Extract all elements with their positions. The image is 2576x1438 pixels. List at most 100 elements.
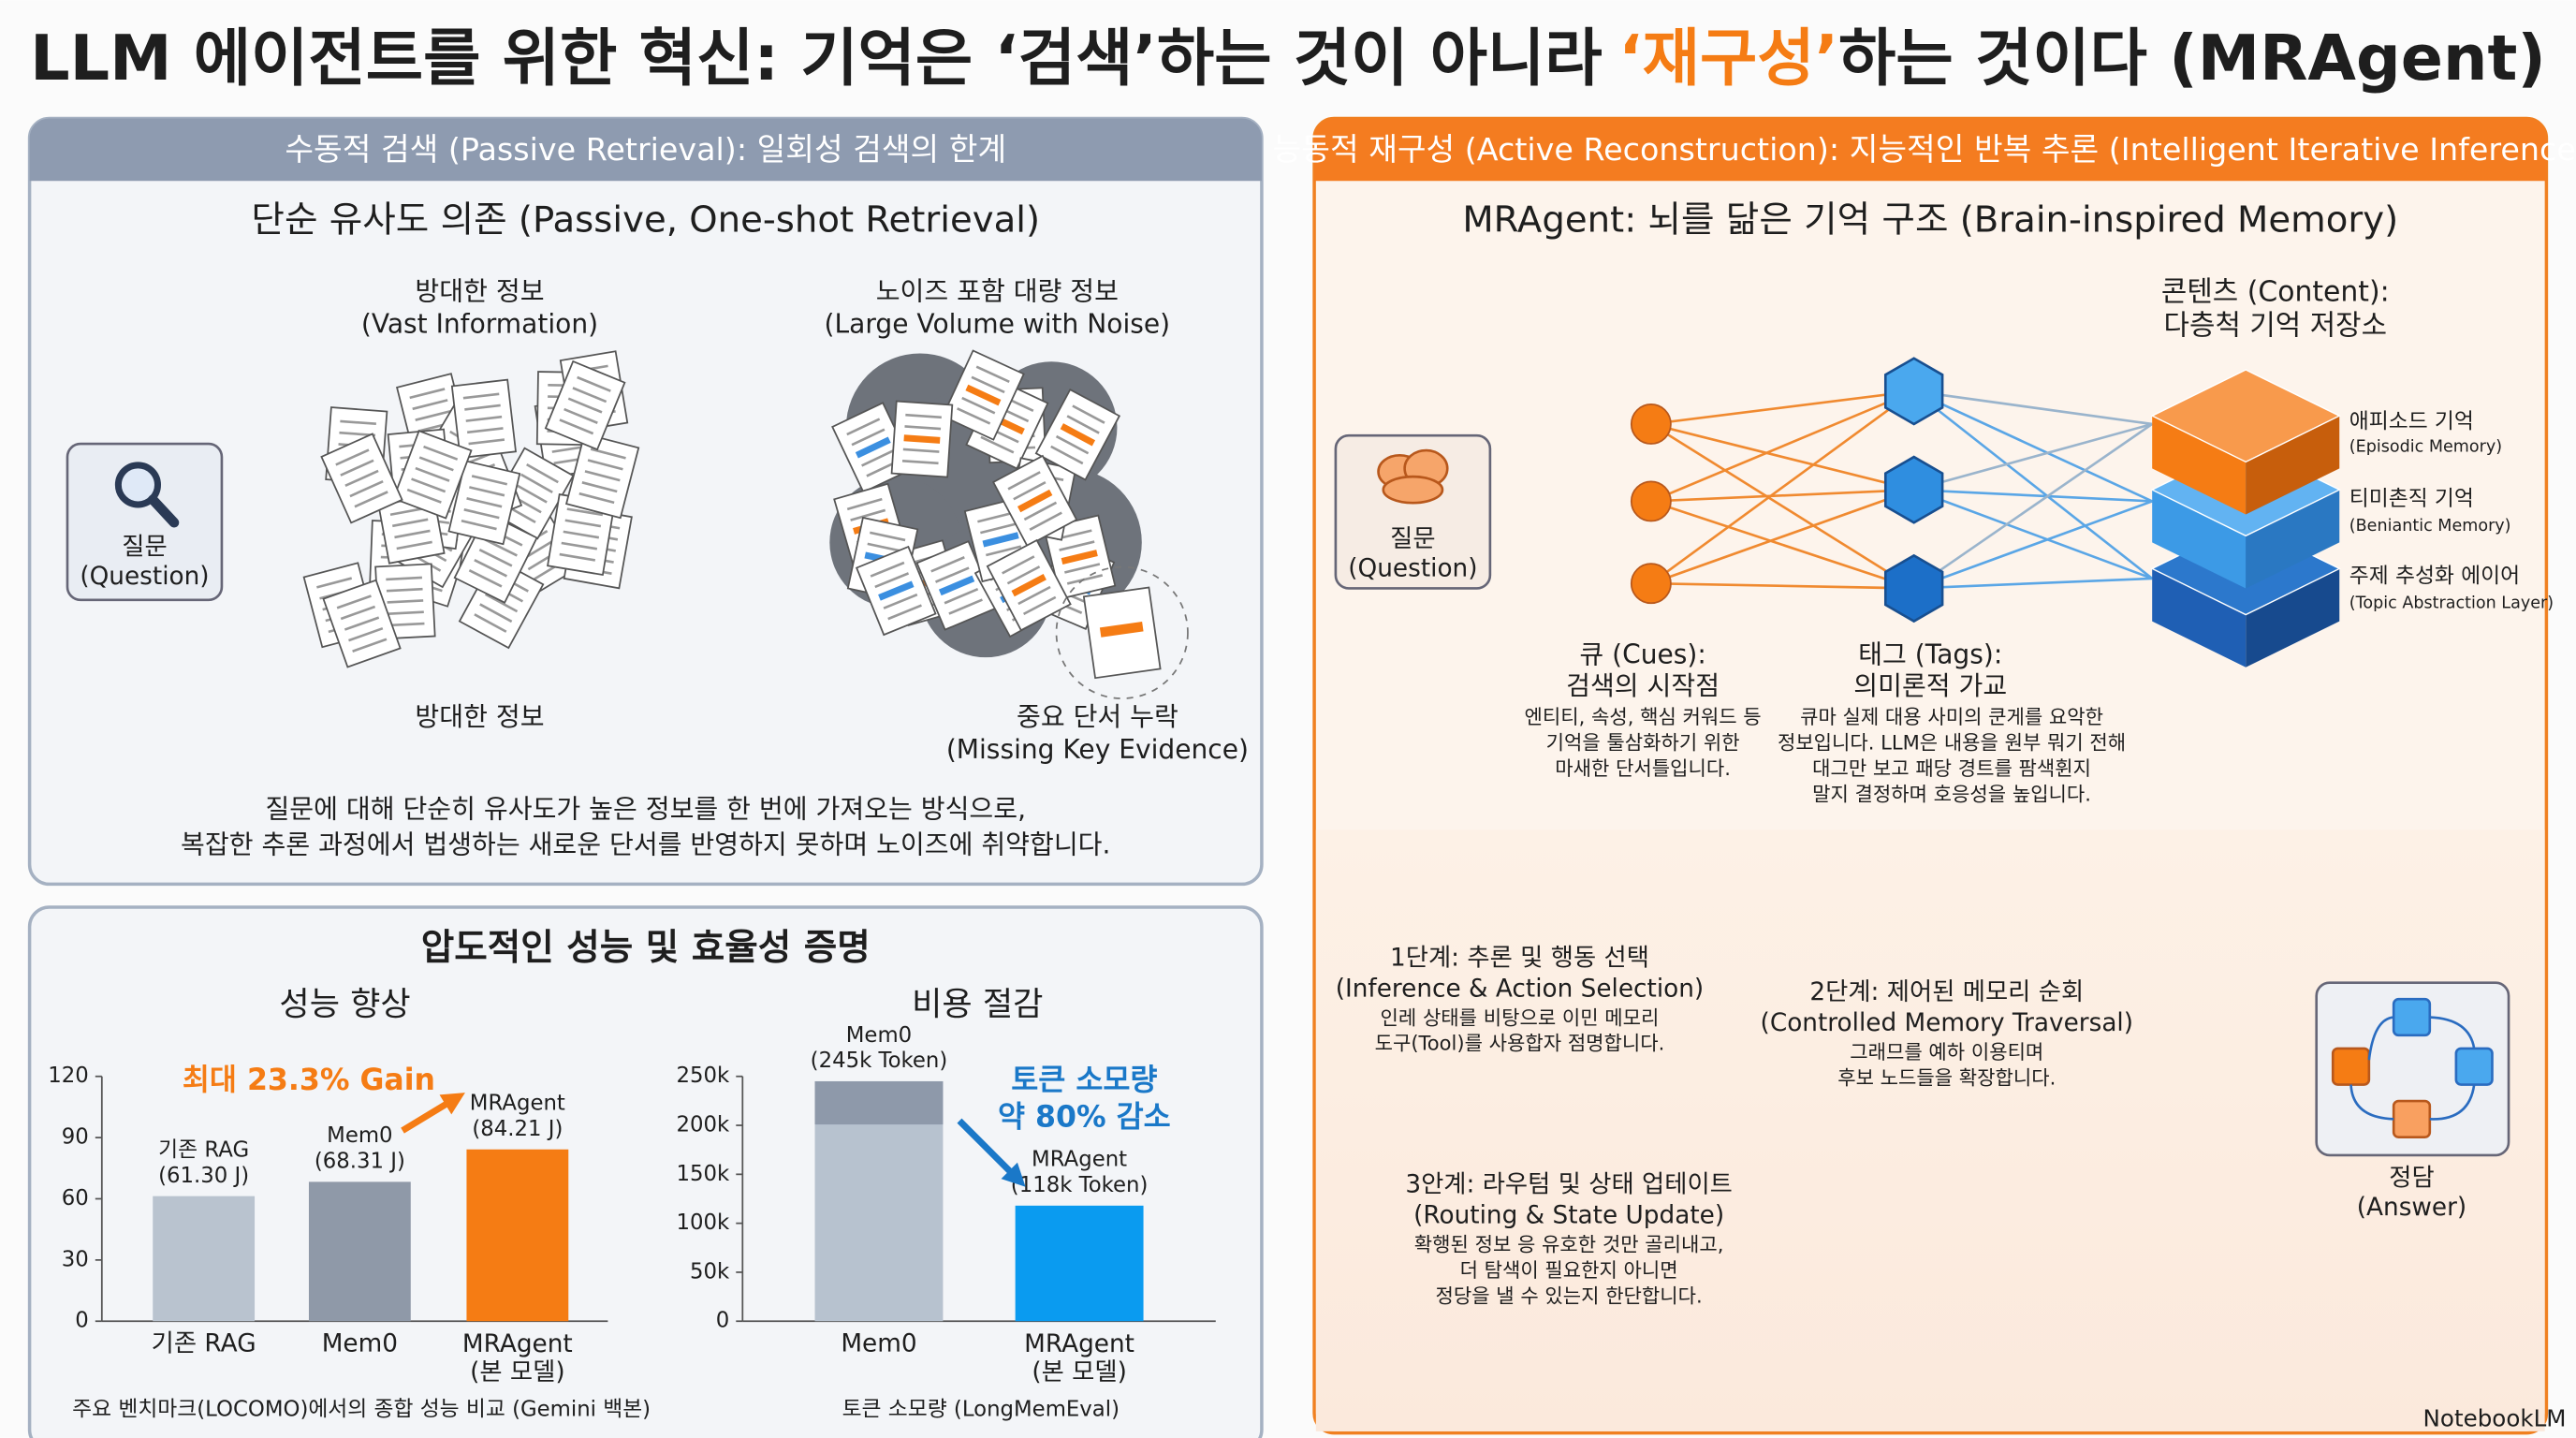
x-tick-label: MRAgent (본 모델) [462,1329,573,1386]
document-line [465,415,503,422]
document-mark [1099,621,1144,638]
document-line [930,556,965,573]
text-line: Mem0 [846,1022,912,1047]
document-line [564,519,602,528]
document-line [846,418,881,436]
text-line: 기억을 툴삼화하기 위한 [1546,731,1740,755]
question-label: 질문 (Question) [80,533,209,591]
question-box [66,442,224,602]
cue-link [1650,389,1914,426]
text-line: 마새한 단서틀입니다. [1555,756,1731,780]
vast-label-bottom: 방대한 정보 [415,701,544,732]
document-line [861,448,896,467]
tag-link [1912,422,2153,590]
title-part: LLM 에이전트를 위한 혁신: 기억은 ‘검색’하는 것이 아니라 [30,22,1603,95]
document-line [944,588,979,605]
step-desc: 확행된 정보 응 유호한 것만 골리내고, 더 탐색이 필요한지 아니면 정당을 낼… [1414,1233,1724,1308]
answer-icon [2331,997,2494,1138]
y-tick-label: 30 [62,1247,89,1271]
document-line [335,448,370,466]
document-line [386,576,422,581]
document-line [883,593,918,609]
text-line: 큐 (Cues): [1579,638,1705,669]
panel-header-band [1314,118,2547,182]
document-line [1050,445,1084,465]
document-line [559,552,596,562]
annotation-arrowhead [439,1093,465,1115]
title-highlight: ‘재구성’ [1618,22,1838,95]
text-line: 인레 상태를 비탕으로 이민 메모리 [1381,1005,1660,1029]
x-tick-label: MRAgent (본 모델) [1024,1329,1134,1386]
document-line [1061,550,1098,565]
document-line [904,425,942,431]
text-line: 중요 단서 누락 [1017,701,1178,732]
text-line: 복잡한 추론 과정에서 법생하는 새로운 단서를 반영하지 못하며 노이즈에 취… [181,829,1110,859]
cue-link [1650,389,1915,503]
text-line: (본 모델) [470,1358,565,1387]
document-line [463,508,500,520]
text-line: (118k Token) [1011,1173,1149,1197]
document [986,538,1072,632]
cue-link [1650,389,1915,585]
layer-top [2150,369,2341,463]
tag-node [1883,357,1944,426]
text-line: (Large Volume with Noise) [825,309,1171,340]
document-line [1066,415,1100,434]
text-line: 의미론적 가교 [1853,670,2007,701]
y-tick-label: 150k [677,1162,731,1186]
document [855,545,937,637]
document [453,511,538,604]
document-line [412,399,448,411]
document-line [462,392,500,400]
tag-link [1913,500,2153,590]
panel-header-band [29,118,1262,182]
document [890,400,954,478]
document-line [336,594,372,609]
text-line: Mem0 [327,1123,392,1148]
document-line [590,448,626,460]
document-line [975,365,1010,384]
cue-node [1630,480,1672,522]
document-line [478,549,513,567]
text-line: 정보입니다. LLM은 내용을 원부 뭐기 전해 [1778,731,2126,755]
document-line [965,384,1002,406]
document-line [567,397,603,414]
document-line [1006,565,1041,585]
document-line [935,566,970,583]
text-line: 엔티티, 속성, 핵심 커워드 등 [1525,705,1762,728]
panel-header: 능동적 재구성 (Active Reconstruction): 지능적인 반복… [1273,131,2576,168]
text-line: (본 모델) [1032,1358,1127,1387]
document-line [349,479,384,498]
question-label: 질문 (Question) [1348,524,1477,582]
y-tick-label: 50k [690,1259,730,1284]
document-line [388,622,425,627]
document [941,349,1025,441]
layer-side [2246,490,2340,589]
cue-link [1650,500,1915,590]
text-line: 도구(Tool)를 사용합자 점명합니다. [1375,1032,1665,1055]
data-label: Mem0 (245k Token) [811,1022,948,1072]
cue-link [1650,422,1915,492]
chart-title: 성능 향상 [279,985,410,1023]
document-line [870,531,906,542]
document-line [415,466,450,482]
text-line: 태그 (Tags): [1858,638,2002,669]
layer-sub: (Episodic Memory) [2349,438,2502,457]
document-line [851,428,886,447]
tags-title: 태그 (Tags): 의미론적 가교 [1853,638,2007,701]
layer-name: 애피소드 기억 [2349,410,2474,434]
document-line [348,626,384,642]
text-line: 정담 [2389,1164,2434,1192]
cue-node [1630,404,1672,445]
bar [308,1181,411,1322]
missing-document [1082,586,1162,680]
document-line [474,613,507,633]
icon-node [2454,1047,2494,1086]
document-line [520,473,553,493]
document-line [1072,404,1105,424]
text-line: (Answer) [2357,1194,2466,1222]
text-line: (Missing Key Evidence) [946,734,1249,765]
document [547,493,616,577]
document-line [961,396,996,415]
